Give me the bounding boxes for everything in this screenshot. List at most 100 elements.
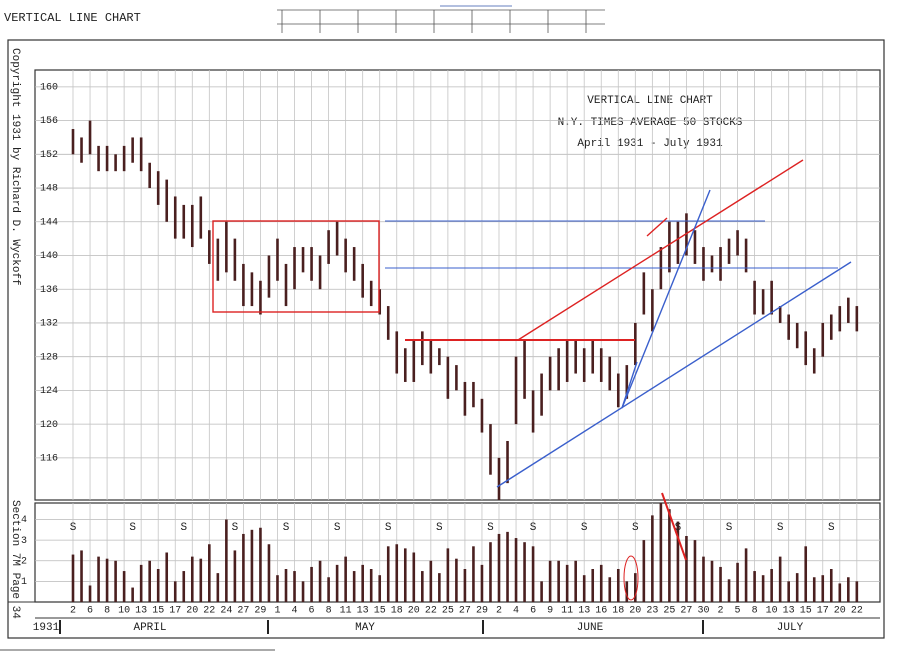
volume-bar [310, 566, 313, 602]
x-tick-label: 25 [663, 606, 675, 617]
volume-bar [616, 569, 620, 602]
x-tick-label: 27 [237, 606, 249, 617]
volume-bar [386, 546, 390, 602]
x-tick-label: 18 [391, 606, 403, 617]
volume-bar [284, 569, 288, 602]
volume-bar [787, 581, 790, 602]
volume-bar [182, 571, 186, 602]
ruler-strip [277, 5, 605, 33]
volume-bar [463, 569, 467, 602]
volume-bar [625, 581, 629, 602]
volume-bar [702, 556, 705, 602]
x-tick-label: 2 [70, 606, 76, 617]
x-tick-label: 8 [326, 606, 332, 617]
x-tick-label: 11 [340, 606, 352, 617]
y-tick-label: 144 [40, 217, 58, 228]
volume-bar [242, 533, 245, 602]
volume-tick-label: 1 [21, 577, 27, 588]
volume-bar [156, 569, 160, 602]
x-tick-label: 2 [496, 606, 502, 617]
volume-bar [233, 550, 237, 602]
x-tick-label: 25 [442, 606, 454, 617]
volume-bar [829, 569, 833, 602]
volume-bar [582, 575, 586, 602]
section-label: Section 7M Page 34 [9, 500, 21, 619]
x-tick-label: 8 [104, 606, 110, 617]
saturday-mark: S [436, 522, 443, 534]
x-tick-label: 29 [476, 606, 488, 617]
x-tick-label: 22 [425, 606, 437, 617]
x-tick-label: 29 [254, 606, 266, 617]
x-tick-label: 27 [459, 606, 471, 617]
volume-bar [770, 569, 773, 602]
x-tick-label: 17 [817, 606, 829, 617]
volume-bar [378, 575, 382, 602]
chart-subtitle: N.Y. TIMES AVERAGE 50 STOCKS [558, 117, 743, 129]
volume-bar [472, 546, 475, 602]
volume-bar [480, 564, 484, 602]
x-tick-label: 11 [561, 606, 573, 617]
volume-bar [216, 573, 220, 602]
x-tick-label: 23 [646, 606, 658, 617]
volume-bar [642, 540, 646, 602]
volume-tick-label: 3 [21, 536, 27, 547]
x-tick-label: 10 [766, 606, 778, 617]
volume-bar [208, 544, 211, 602]
y-tick-label: 124 [40, 386, 58, 397]
x-tick-label: 10 [118, 606, 130, 617]
x-tick-label: 4 [513, 606, 519, 617]
saturday-mark: S [385, 522, 392, 534]
volume-bar [165, 552, 169, 602]
x-tick-label: 22 [203, 606, 215, 617]
volume-bar [395, 544, 399, 602]
volume-bar [139, 564, 143, 602]
volume-bar [250, 529, 254, 602]
x-tick-label: 15 [152, 606, 164, 617]
volume-bar [821, 575, 825, 602]
volume-bar [403, 548, 407, 602]
x-tick-label: 22 [851, 606, 863, 617]
volume-bar [778, 556, 782, 602]
volume-bar [608, 577, 612, 602]
volume-bar [318, 560, 322, 602]
x-tick-label: 15 [374, 606, 386, 617]
y-tick-label: 132 [40, 319, 58, 330]
volume-bar [557, 560, 560, 602]
y-tick-label: 140 [40, 251, 58, 262]
volume-bar [293, 571, 296, 602]
volume-bar [634, 573, 637, 602]
volume-bar [267, 544, 271, 602]
volume-tick-label: 4 [21, 515, 27, 526]
volume-bar [514, 538, 518, 602]
x-tick-label: 18 [612, 606, 624, 617]
volume-bar [276, 575, 279, 602]
volume-bar [548, 560, 552, 602]
volume-bar [744, 548, 748, 602]
x-tick-label: 27 [680, 606, 692, 617]
volume-bar [421, 571, 424, 602]
month-label: MAY [355, 622, 375, 634]
price-panel [34, 69, 881, 501]
x-tick-label: 15 [800, 606, 812, 617]
y-tick-label: 152 [40, 150, 58, 161]
volume-bar [80, 550, 83, 602]
x-tick-label: 8 [752, 606, 758, 617]
saturday-mark: S [581, 522, 588, 534]
x-tick-label: 13 [135, 606, 147, 617]
volume-bar [847, 577, 850, 602]
volume-bar [727, 579, 731, 602]
volume-bar [173, 581, 177, 602]
y-tick-label: 128 [40, 352, 58, 363]
month-label: JULY [777, 622, 804, 634]
x-tick-label: 24 [220, 606, 232, 617]
volume-bar [591, 569, 595, 602]
volume-bar [97, 556, 100, 602]
x-tick-label: 1 [274, 606, 280, 617]
volume-bar [651, 515, 654, 602]
saturday-mark: S [632, 522, 639, 534]
volume-bar [710, 560, 714, 602]
copyright: Copyright 1931 by Richard D. Wyckoff [9, 48, 21, 286]
volume-bar [523, 542, 526, 602]
volume-bar [659, 503, 663, 602]
month-dividers [59, 620, 704, 634]
